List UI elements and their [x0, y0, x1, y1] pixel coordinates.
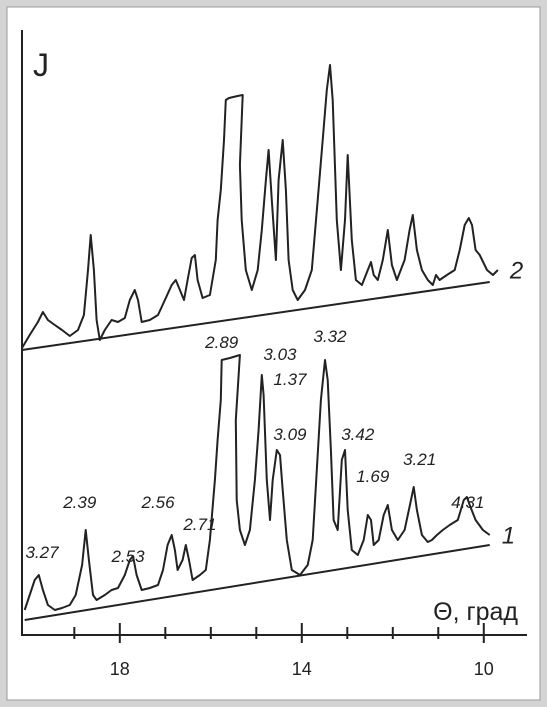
peak-label: 1.69: [356, 467, 390, 486]
peak-label: 3.21: [403, 450, 436, 469]
baseline: [24, 544, 490, 621]
diffractogram-line: [23, 354, 491, 611]
x-axis-label: Θ, град: [433, 598, 518, 626]
peak-label: 4.31: [451, 493, 484, 512]
frame-inner: [6, 6, 541, 701]
x-tick-label: 14: [292, 659, 312, 679]
peak-label: 2.39: [62, 493, 97, 512]
peak-label: 2.53: [110, 547, 145, 566]
peak-label: 2.89: [204, 333, 239, 352]
peak-label: 3.09: [273, 425, 307, 444]
x-tick-label: 10: [474, 659, 494, 679]
peak-label: 1.37: [273, 370, 307, 389]
diffractogram-line: [21, 64, 499, 349]
peak-label: 2.71: [182, 515, 216, 534]
peak-label: 3.27: [25, 543, 59, 562]
peak-label: 2.56: [140, 493, 175, 512]
x-tick-label: 18: [110, 659, 130, 679]
peak-label: 3.42: [341, 425, 375, 444]
peak-label: 3.03: [263, 345, 297, 364]
curve-label: 1: [502, 522, 515, 549]
peak-label: 3.32: [313, 327, 347, 346]
y-axis-label: J: [33, 47, 49, 83]
curve-label: 2: [509, 257, 523, 284]
